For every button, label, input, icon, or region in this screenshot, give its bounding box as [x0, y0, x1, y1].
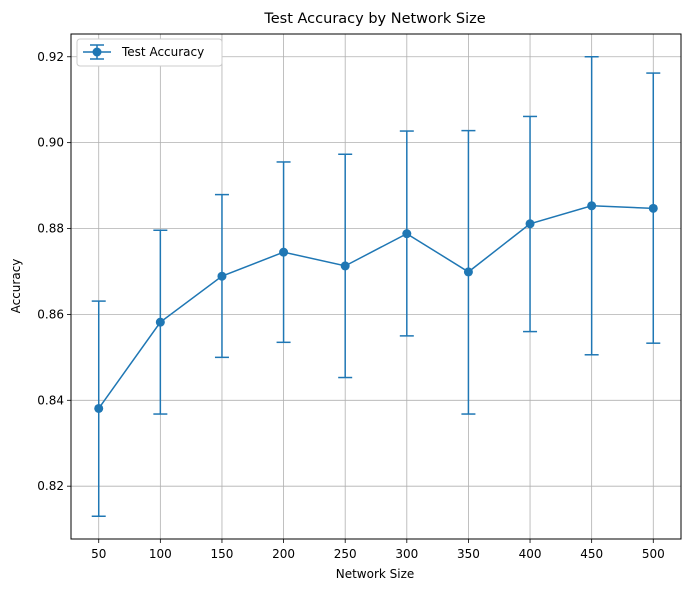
chart-title: Test Accuracy by Network Size: [263, 11, 485, 27]
x-tick-label: 300: [395, 547, 418, 561]
legend-marker: [92, 47, 102, 57]
plot-frame: [70, 33, 682, 540]
data-point: [217, 271, 227, 281]
data-point: [648, 203, 658, 213]
x-tick-label: 150: [211, 547, 234, 561]
plot-area: [71, 34, 681, 539]
x-axis-ticks: 50 100 150 200 250 300 350 400 450 500: [91, 539, 665, 561]
data-point: [402, 229, 412, 239]
data-point: [340, 261, 350, 271]
y-tick-label: 0.82: [37, 479, 64, 493]
x-tick-label: 450: [580, 547, 603, 561]
legend-box: [76, 38, 223, 67]
y-axis-ticks: 0.82 0.84 0.86 0.88 0.90 0.92: [37, 50, 71, 493]
data-point: [155, 317, 165, 327]
legend-label: Test Accuracy: [121, 45, 204, 59]
legend: Test Accuracy: [76, 38, 223, 67]
series-line: [98, 205, 654, 409]
data-point: [94, 403, 104, 413]
x-tick-label: 500: [642, 547, 665, 561]
x-tick-label: 250: [334, 547, 357, 561]
x-tick-label: 50: [91, 547, 106, 561]
data-series: [91, 56, 661, 517]
x-axis-label: Network Size: [336, 567, 415, 581]
y-axis-label: Accuracy: [9, 259, 23, 314]
y-tick-label: 0.84: [37, 393, 64, 407]
y-tick-label: 0.90: [37, 136, 64, 150]
x-tick-label: 200: [272, 547, 295, 561]
data-point: [587, 201, 597, 211]
data-point: [463, 267, 473, 277]
y-tick-label: 0.88: [37, 222, 64, 236]
y-tick-label: 0.86: [37, 307, 64, 321]
data-point: [279, 247, 289, 257]
y-tick-label: 0.92: [37, 50, 64, 64]
x-tick-label: 350: [457, 547, 480, 561]
x-tick-label: 100: [149, 547, 172, 561]
x-tick-label: 400: [519, 547, 542, 561]
data-point: [525, 219, 535, 229]
